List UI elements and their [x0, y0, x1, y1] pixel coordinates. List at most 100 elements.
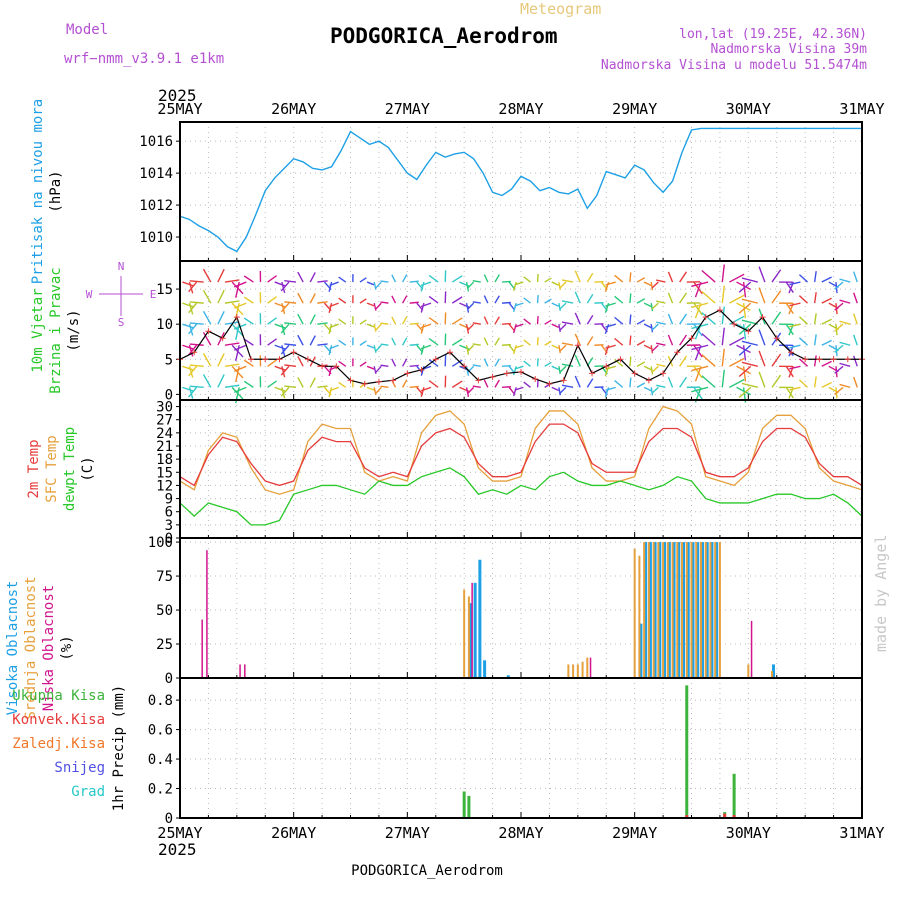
wind-arrow	[785, 386, 794, 399]
wind-arrow	[243, 296, 254, 304]
x-tick-label-bottom: 25MAY	[157, 824, 202, 842]
cloud-bar	[672, 542, 676, 678]
wind-arrow	[317, 343, 328, 346]
wind-gust-marker	[390, 377, 397, 384]
wind-gust-marker	[432, 356, 439, 363]
wind-arrow	[366, 344, 375, 349]
wind-arrow	[789, 344, 801, 349]
wind-gust-marker	[574, 342, 581, 349]
y-tick-label: 0.6	[148, 723, 173, 739]
precip-bar	[462, 791, 466, 818]
wind-arrow	[317, 322, 328, 325]
wind-arrow	[465, 366, 470, 376]
wind-arrow	[839, 299, 851, 304]
wind-arrow	[380, 364, 389, 367]
wind-arrow	[813, 376, 817, 388]
wind-arrow	[785, 302, 794, 315]
y-tick-label: 21	[156, 439, 173, 455]
wind-arrow	[420, 281, 425, 292]
wind-arrow	[366, 281, 375, 286]
wind-arrow	[189, 280, 204, 283]
wind-arrow	[391, 316, 397, 325]
wind-gust-marker	[560, 377, 567, 384]
cloud-bar	[653, 542, 657, 678]
wind-gust-marker	[844, 356, 851, 363]
wind-arrow	[651, 281, 659, 289]
y-axis-label: 2m Temp	[26, 439, 42, 498]
wind-arrow	[758, 266, 766, 283]
precip-legend-label: Ukupna Kisa	[12, 688, 105, 704]
wind-arrow	[738, 281, 752, 293]
cloud-bar	[633, 548, 636, 678]
wind-arrow	[701, 375, 716, 388]
cloud-bar	[647, 542, 650, 678]
wind-arrow	[512, 345, 517, 355]
wind-arrow	[297, 313, 304, 325]
y-axis-label: Brzina i Pravac	[48, 267, 64, 393]
wind-arrow	[821, 276, 832, 283]
cloud-bar	[718, 542, 721, 678]
wind-arrow	[614, 337, 624, 346]
wind-arrow	[853, 292, 858, 304]
wind-arrow	[789, 281, 801, 286]
wind-arrow	[798, 316, 809, 325]
wind-arrow	[502, 280, 511, 283]
wind-arrow	[274, 323, 286, 329]
wind-arrow	[465, 302, 470, 313]
wind-arrow	[267, 296, 277, 304]
wind-arrow	[472, 364, 481, 367]
wind-arrow	[789, 302, 801, 307]
wind-arrow	[643, 281, 652, 287]
precip-bar	[732, 815, 736, 818]
wind-arrow	[614, 316, 624, 325]
wind-arrow	[574, 270, 581, 283]
wind-arrow	[483, 337, 489, 346]
wind-arrow	[629, 293, 632, 304]
wind-arrow	[309, 314, 316, 325]
cloud-bar	[677, 542, 681, 678]
wind-arrow	[523, 297, 531, 304]
y-axis-label: (m/s)	[66, 309, 82, 351]
wind-arrow	[544, 277, 552, 283]
wind-arrow	[467, 281, 475, 289]
wind-arrow	[420, 387, 425, 397]
y-tick-label: 24	[156, 426, 173, 442]
panel-cloud: 0 25 50 75 100 Visoka Oblacnost Srednja Oblacn…	[5, 535, 863, 720]
wind-arrow	[233, 365, 247, 372]
wind-arrow	[701, 291, 716, 304]
wind-arrow	[420, 302, 432, 308]
temp2m-line	[179, 423, 863, 487]
wind-arrow	[821, 360, 832, 367]
wind-arrow	[798, 358, 809, 367]
cloud-bar	[709, 542, 712, 678]
wind-arrow	[721, 348, 725, 367]
wind-arrow	[338, 339, 347, 346]
wind-arrow	[629, 377, 632, 388]
wind-arrow	[233, 344, 247, 351]
wind-arrow	[667, 355, 674, 367]
y-axis-label: SFC Temp	[44, 435, 60, 502]
wind-arrow	[328, 324, 333, 335]
wind-arrow	[472, 322, 481, 325]
wind-arrow	[605, 344, 616, 349]
wind-arrow	[741, 298, 758, 304]
wind-arrow	[189, 322, 204, 325]
wind-arrow	[667, 271, 674, 283]
cloud-bar	[747, 664, 750, 678]
wind-arrow	[614, 274, 624, 283]
wind-arrow	[182, 281, 194, 287]
wind-arrow	[409, 322, 419, 325]
wind-arrow	[202, 310, 212, 325]
wind-arrow	[789, 386, 801, 391]
cloud-bar	[478, 559, 482, 678]
wind-arrow	[853, 334, 858, 346]
year-top: 2025	[158, 86, 197, 105]
wind-arrow	[551, 344, 559, 350]
wind-arrow	[502, 343, 511, 346]
wind-arrow	[512, 323, 517, 334]
wind-arrow	[375, 302, 382, 310]
wind-gust-marker	[276, 356, 283, 363]
wind-gust-marker	[205, 328, 212, 335]
wind-arrow	[428, 316, 439, 325]
